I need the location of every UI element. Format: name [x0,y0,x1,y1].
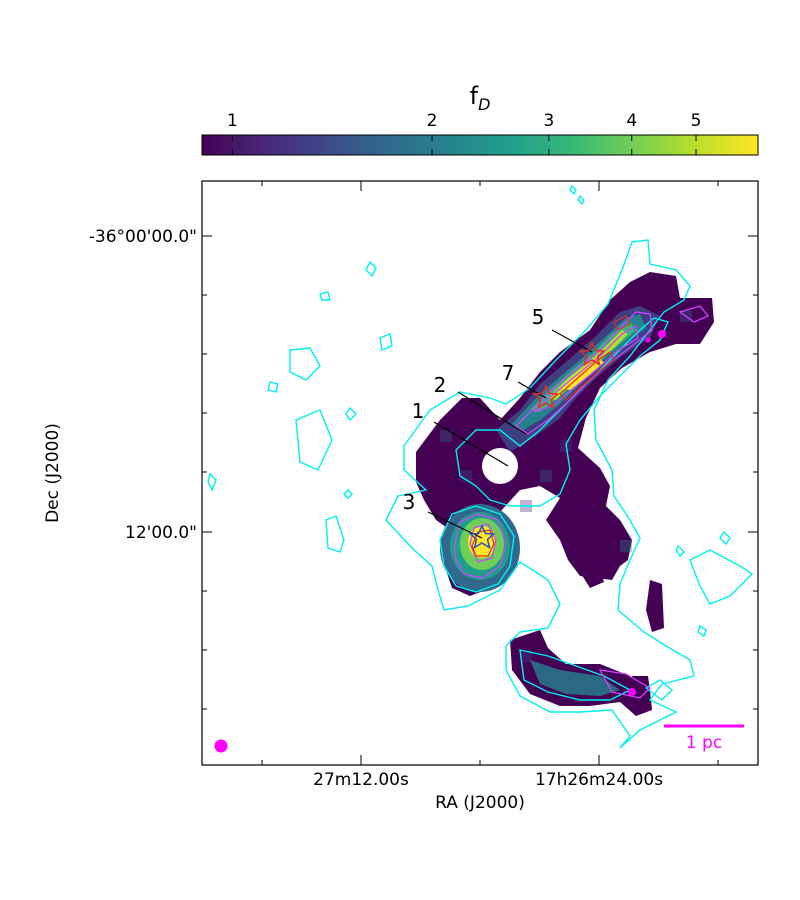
annotation-line-1 [433,421,509,467]
heatmap-lower-arc-teal [530,660,620,696]
annotation-label-2: 2 [434,373,447,397]
scale-bar-label: 1 pc [686,733,722,753]
annotation-label-1: 1 [412,399,425,423]
colorbar-tick-label: 4 [626,111,637,131]
colorbar-tick-label: 5 [691,111,702,131]
colorbar-tick-label: 1 [227,111,238,131]
heatmap-lower-arc [510,630,652,716]
magenta-contours [453,305,710,699]
x-tick-label-1: 17h26m24.00s [535,770,663,790]
x-tick-label-0: 27m12.00s [313,770,409,790]
axis-ticks [202,181,758,765]
cyan-contours [207,184,754,749]
y-tick-label-1: 12'00.0" [125,523,197,543]
magenta-source-dot [645,337,651,343]
star-marker-7 [532,384,560,410]
heatmap-right-islands [580,568,664,692]
heatmap-hole [482,448,518,484]
colorbar: fD 1 2 3 4 5 [201,82,759,156]
annotation-label-7: 7 [502,361,515,385]
annotation-line-2 [457,391,527,435]
star-marker-3 [468,524,496,550]
scale-bar: 1 pc [664,724,744,753]
colorbar-gradient [201,134,759,156]
beam-marker [214,739,228,753]
annotation-label-5: 5 [532,305,545,329]
colorbar-label: fD [470,82,491,114]
magenta-source-dot [658,330,666,338]
x-axis-label: RA (J2000) [435,793,525,813]
colorbar-tick-label: 3 [543,111,554,131]
y-tick-label-0: -36°00'00.0" [89,227,197,247]
y-axis-label: Dec (J2000) [43,423,63,523]
annotation-line-7 [517,381,547,399]
red-contours [471,315,631,557]
annotation-label-3: 3 [403,490,416,514]
annotation-line-5 [551,329,593,353]
annotations: 1 2 3 5 7 [403,305,606,550]
magenta-source-dot [628,688,636,696]
star-marker-5 [578,341,606,367]
plot-area: 1 2 3 5 7 1 pc 27m12.00s 17h26m24.00s -3… [43,180,759,813]
colorbar-tick-label: 2 [427,111,438,131]
colorbar-ticks: 1 2 3 4 5 [227,111,702,155]
